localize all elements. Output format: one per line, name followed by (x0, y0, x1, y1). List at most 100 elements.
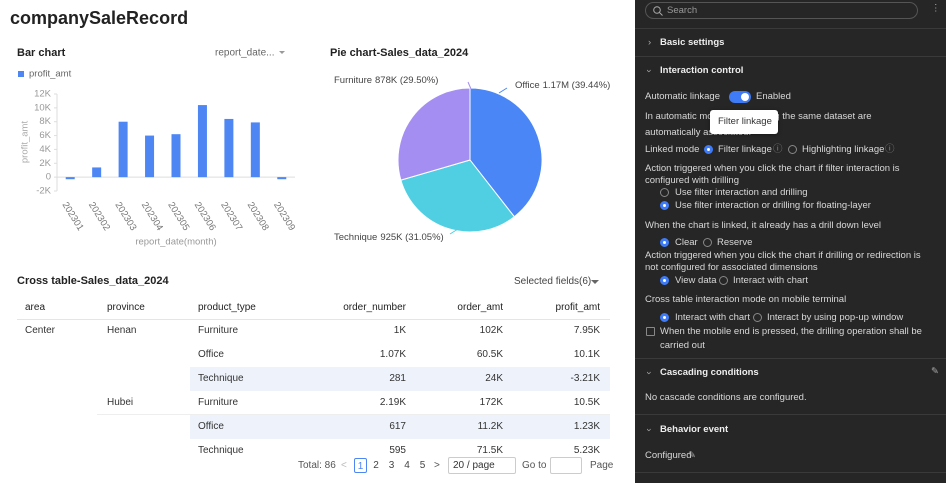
edit-icon[interactable]: ✎ (688, 450, 696, 461)
radio-label[interactable]: Interact by using pop-up window (767, 312, 904, 323)
x-tick-label: 202302 (86, 200, 112, 233)
radio[interactable] (788, 145, 797, 154)
bar (118, 121, 128, 178)
table-cell: 617 (389, 421, 406, 432)
table-cell: 7.95K (573, 325, 600, 336)
table-cell: Office (198, 349, 224, 360)
settings-panel: Search ⋮ › Basic settings › Interaction … (635, 0, 946, 483)
info-icon[interactable]: ⓘ (773, 144, 783, 155)
x-tick-label: 202304 (139, 200, 165, 233)
x-tick-label: 202301 (60, 200, 86, 233)
radio-label[interactable]: Highlighting linkage (802, 144, 885, 155)
radio[interactable] (704, 145, 713, 154)
collapse-icon[interactable]: › (643, 371, 655, 375)
dimension-selector[interactable]: report_date... (215, 48, 274, 59)
section-title[interactable]: Behavior event (660, 424, 729, 435)
slice-label: Furniture 878K (29.50%) (334, 75, 438, 86)
table-cell: Hubei (107, 397, 134, 408)
table-cell: Furniture (198, 397, 239, 408)
bar (224, 118, 234, 178)
radio-label[interactable]: Reserve (717, 237, 753, 248)
radio[interactable] (703, 238, 712, 247)
table-cell: 5.23K (573, 445, 600, 456)
table-cell: 60.5K (476, 349, 503, 360)
more[interactable]: ⋮ (931, 3, 941, 14)
row-stripe (190, 415, 610, 439)
section-title[interactable]: Cascading conditions (660, 367, 759, 378)
radio[interactable] (660, 238, 669, 247)
table-cell: Office (198, 421, 224, 432)
section-title[interactable]: Basic settings (660, 37, 725, 48)
bar (145, 135, 155, 178)
y-tick-label: 4K (39, 144, 51, 155)
leader-line (467, 81, 472, 90)
info-icon[interactable]: ⓘ (885, 144, 895, 155)
behavior-status: Configured (645, 450, 692, 461)
table-cell: 595 (389, 445, 406, 456)
y-axis-label: profit_amt (20, 121, 31, 164)
bar (197, 105, 207, 178)
page-size[interactable]: 20 / page (448, 457, 516, 474)
y-tick-label: 8K (39, 116, 51, 127)
legend-swatch (18, 71, 24, 77)
column-header: area (25, 302, 46, 313)
radio-label[interactable]: Filter linkage (718, 144, 772, 155)
table-cell: 1.23K (573, 421, 600, 432)
page-button[interactable]: 5 (419, 460, 426, 471)
radio-label[interactable]: Interact with chart (675, 312, 750, 323)
tooltip: Filter linkage (710, 110, 778, 134)
next[interactable]: > (434, 460, 440, 471)
page-suffix: Page (590, 460, 614, 471)
radio-label[interactable]: View data (675, 275, 717, 286)
row-stripe (190, 367, 610, 391)
group-line (97, 414, 610, 415)
radio[interactable] (660, 313, 669, 322)
slice-category: Office (515, 80, 540, 91)
radio[interactable] (753, 313, 762, 322)
radio-label[interactable]: Use filter interaction and drilling (675, 187, 808, 198)
edit-icon[interactable]: ✎ (931, 366, 939, 377)
radio[interactable] (719, 276, 728, 285)
table-cell: Furniture (198, 325, 239, 336)
slice-value: 878K (29.50%) (375, 75, 438, 86)
field-selector[interactable]: Selected fields(6) (514, 276, 592, 287)
table-cell: Henan (107, 325, 137, 336)
goto-input[interactable] (550, 457, 582, 474)
prev[interactable]: < (341, 460, 347, 471)
slice-category: Technique (334, 232, 377, 243)
checkbox-label[interactable]: When the mobile end is pressed, the dril… (660, 326, 922, 351)
bar-title: Bar chart (17, 47, 66, 59)
radio-label[interactable]: Clear (675, 237, 698, 248)
x-tick-label: 202305 (165, 200, 191, 233)
radio-label[interactable]: Use filter interaction or drilling for f… (675, 200, 871, 211)
collapse-icon[interactable]: › (643, 428, 655, 432)
toggle-state: Enabled (756, 91, 791, 102)
radio[interactable] (660, 276, 669, 285)
page-button[interactable]: 2 (373, 460, 379, 471)
checkbox[interactable] (646, 327, 655, 336)
radio[interactable] (660, 201, 669, 210)
dropdown-arrow[interactable] (279, 51, 285, 54)
page-button[interactable]: 4 (404, 460, 410, 471)
table-cell: 11.2K (477, 421, 503, 432)
pie-slice (397, 87, 471, 181)
radio-label[interactable]: Interact with chart (733, 275, 808, 286)
y-tick-label: 2K (39, 158, 51, 169)
table-cell: 2.19K (379, 397, 406, 408)
selector-arrow[interactable] (591, 280, 599, 286)
toggle[interactable] (729, 91, 751, 103)
section-title[interactable]: Interaction control (660, 65, 744, 76)
x-axis-label: report_date(month) (135, 237, 216, 248)
page-button[interactable]: 1 (354, 458, 367, 473)
group-label: Action triggered when you click the char… (645, 250, 921, 273)
collapse-icon[interactable]: › (643, 69, 655, 73)
page-button[interactable]: 3 (388, 460, 395, 471)
table-cell: 172K (479, 397, 503, 408)
group-label: Cross table interaction mode on mobile t… (645, 294, 847, 305)
slice-value: 925K (31.05%) (380, 232, 443, 243)
expand-icon[interactable]: › (648, 37, 652, 48)
slice-label: Technique 925K (31.05%) (334, 232, 444, 243)
radio[interactable] (660, 188, 669, 197)
x-tick-label: 202303 (112, 200, 138, 233)
search-box[interactable]: Search (645, 2, 918, 19)
